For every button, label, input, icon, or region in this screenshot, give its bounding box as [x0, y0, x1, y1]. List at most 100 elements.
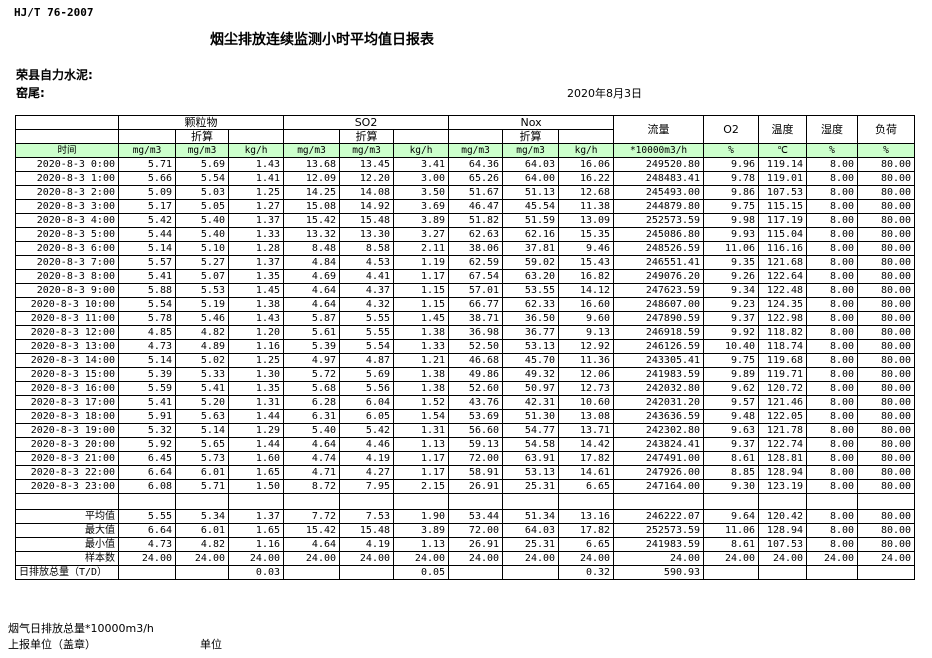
- value-cell: 5.54: [339, 339, 395, 354]
- value-cell: 241983.59: [613, 367, 705, 382]
- value-cell: 11.06: [703, 523, 760, 538]
- value-cell: 5.54: [175, 171, 229, 186]
- value-cell: 64.03: [502, 157, 560, 172]
- cell: [227, 493, 285, 510]
- value-cell: 124.35: [758, 297, 808, 312]
- value-cell: 5.72: [283, 367, 341, 382]
- value-cell: 3.50: [393, 185, 450, 200]
- value-cell: 8.00: [806, 269, 859, 284]
- value-cell: 1.37: [227, 213, 285, 228]
- value-cell: 0.03: [227, 565, 285, 580]
- value-cell: 9.34: [703, 283, 760, 298]
- value-cell: 3.00: [393, 171, 450, 186]
- value-cell: 5.53: [175, 283, 229, 298]
- value-cell: 57.01: [448, 283, 504, 298]
- value-cell: 246918.59: [613, 325, 705, 340]
- value-cell: 5.55: [118, 509, 176, 524]
- time-cell: 2020-8-3 15:00: [15, 367, 119, 382]
- unit-header: mg/m3: [339, 143, 395, 158]
- value-cell: 9.93: [703, 227, 760, 242]
- value-cell: 80.00: [857, 437, 916, 452]
- unit-header: mg/m3: [502, 143, 560, 158]
- value-cell: 24.00: [283, 551, 341, 566]
- value-cell: 5.05: [175, 199, 229, 214]
- cell: [227, 129, 285, 144]
- value-cell: 4.19: [339, 451, 395, 466]
- table-row: 最小值 4.73 4.82 1.16 4.64 4.19 1.13 26.91 25.31 6.6…: [15, 537, 916, 552]
- table-row: 2020-8-3 2:00 5.09 5.03 1.25 14.25 14.08 3.50 5…: [15, 185, 916, 200]
- value-cell: 128.94: [758, 523, 808, 538]
- value-cell: 80.00: [857, 537, 916, 552]
- value-cell: 1.38: [393, 381, 450, 396]
- value-cell: 248483.41: [613, 171, 705, 186]
- table-row: [15, 493, 916, 510]
- value-cell: 242032.80: [613, 381, 705, 396]
- time-header: 时间: [15, 143, 119, 158]
- value-cell: 247926.00: [613, 465, 705, 480]
- unit-header: mg/m3: [283, 143, 341, 158]
- value-cell: 5.46: [175, 311, 229, 326]
- time-cell: 2020-8-3 0:00: [15, 157, 119, 172]
- value-cell: 6.05: [339, 409, 395, 424]
- value-cell: 8.58: [339, 241, 395, 256]
- value-cell: 14.12: [558, 283, 615, 298]
- value-cell: 8.00: [806, 423, 859, 438]
- value-cell: 13.32: [283, 227, 341, 242]
- value-cell: 8.00: [806, 509, 859, 524]
- value-cell: 5.20: [175, 395, 229, 410]
- value-cell: 1.52: [393, 395, 450, 410]
- value-cell: 5.57: [118, 255, 176, 270]
- value-cell: 4.41: [339, 269, 395, 284]
- value-cell: 119.71: [758, 367, 808, 382]
- column-header: 流量: [613, 115, 705, 144]
- value-cell: 80.00: [857, 185, 916, 200]
- value-cell: 15.48: [339, 523, 395, 538]
- value-cell: 59.02: [502, 255, 560, 270]
- value-cell: 9.86: [703, 185, 760, 200]
- unit-header: kg/h: [393, 143, 450, 158]
- value-cell: 13.68: [283, 157, 341, 172]
- value-cell: 116.16: [758, 241, 808, 256]
- value-cell: 80.00: [857, 409, 916, 424]
- value-cell: 1.13: [393, 437, 450, 452]
- value-cell: 64.00: [502, 171, 560, 186]
- value-cell: 13.71: [558, 423, 615, 438]
- value-cell: 8.61: [703, 537, 760, 552]
- value-cell: 8.00: [806, 479, 859, 494]
- value-cell: 1.31: [393, 423, 450, 438]
- table-row: 2020-8-3 12:00 4.85 4.82 1.20 5.61 5.55 1.38 36…: [15, 325, 916, 340]
- value-cell: 128.81: [758, 451, 808, 466]
- value-cell: 8.00: [806, 465, 859, 480]
- value-cell: 5.54: [118, 297, 176, 312]
- table-row: 2020-8-3 5:00 5.44 5.40 1.33 13.32 13.30 3.27 6…: [15, 227, 916, 242]
- table-row: 2020-8-3 13:00 4.73 4.89 1.16 5.39 5.54 1.33 52…: [15, 339, 916, 354]
- value-cell: 24.00: [175, 551, 229, 566]
- cell: [118, 565, 176, 580]
- value-cell: 80.00: [857, 157, 916, 172]
- value-cell: 4.74: [283, 451, 341, 466]
- value-cell: 4.89: [175, 339, 229, 354]
- table-row: 时间 mg/m3 mg/m3 kg/h mg/m3 mg/m3 kg/h mg/m3 mg/m3…: [15, 143, 916, 158]
- value-cell: 107.53: [758, 185, 808, 200]
- value-cell: 5.10: [175, 241, 229, 256]
- value-cell: 5.41: [118, 269, 176, 284]
- value-cell: 1.20: [227, 325, 285, 340]
- time-cell: 2020-8-3 6:00: [15, 241, 119, 256]
- value-cell: 1.90: [393, 509, 450, 524]
- cell: [175, 565, 229, 580]
- value-cell: 15.43: [558, 255, 615, 270]
- value-cell: 80.00: [857, 283, 916, 298]
- value-cell: 4.32: [339, 297, 395, 312]
- sub-header: 折算: [339, 129, 395, 144]
- cell: [857, 493, 916, 510]
- table-row: 2020-8-3 3:00 5.17 5.05 1.27 15.08 14.92 3.69 4…: [15, 199, 916, 214]
- value-cell: 4.64: [283, 297, 341, 312]
- value-cell: 54.77: [502, 423, 560, 438]
- value-cell: 8.48: [283, 241, 341, 256]
- cell: [118, 129, 176, 144]
- value-cell: 80.00: [857, 241, 916, 256]
- time-cell: 2020-8-3 13:00: [15, 339, 119, 354]
- value-cell: 5.42: [339, 423, 395, 438]
- value-cell: 121.68: [758, 255, 808, 270]
- unit-header: kg/h: [227, 143, 285, 158]
